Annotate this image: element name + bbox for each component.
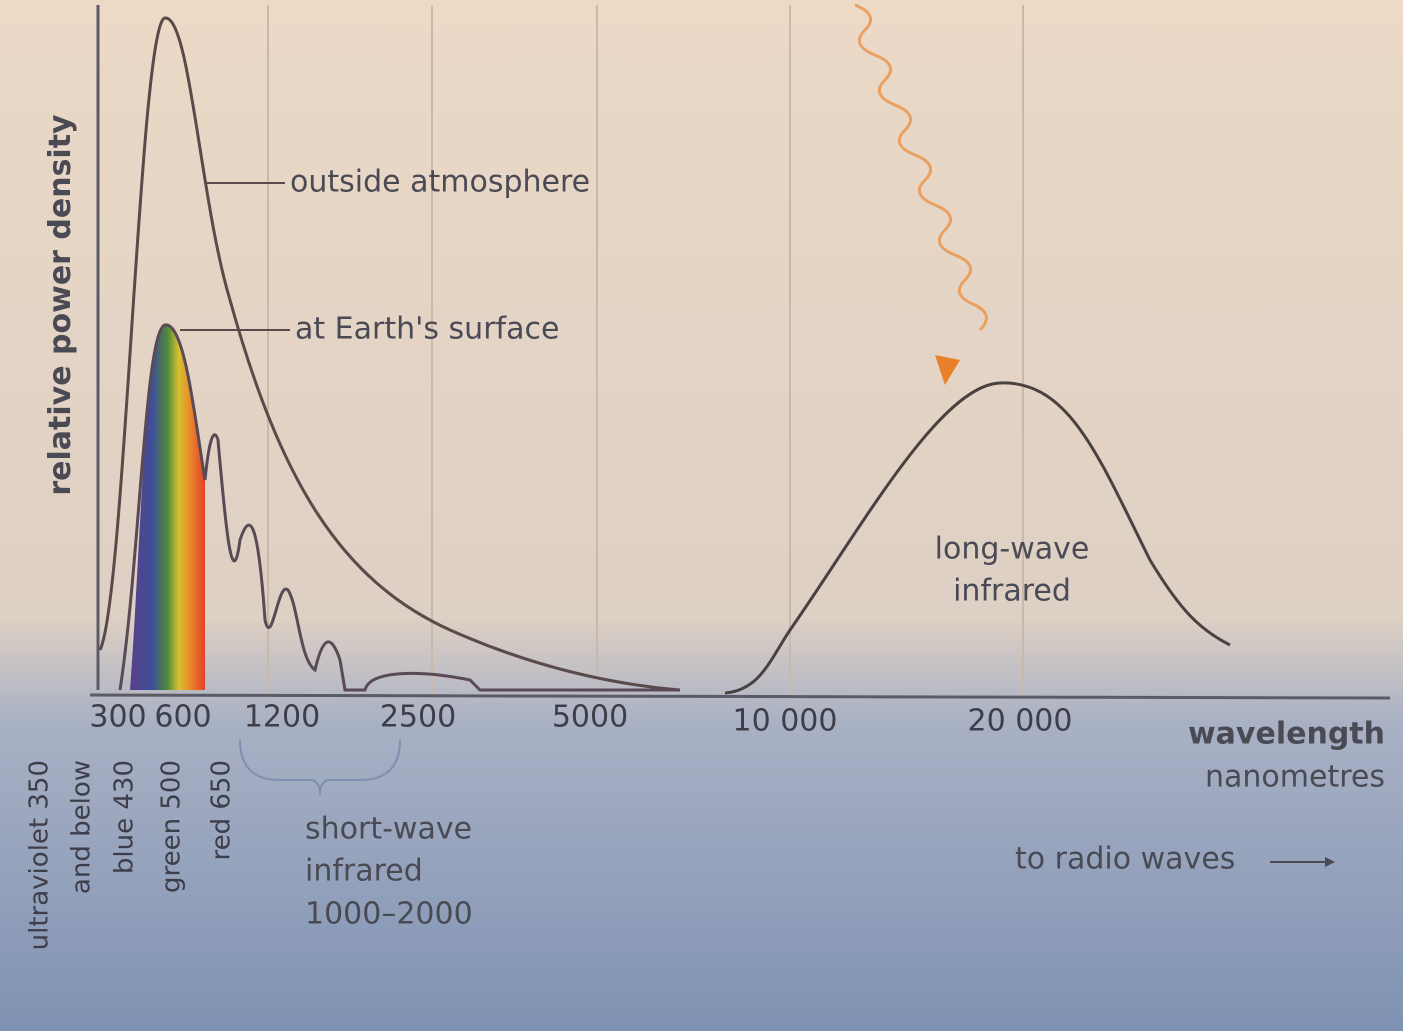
incoming-radiation-arrow [854, 3, 988, 332]
x-tick-label: 10 000 [733, 704, 838, 739]
x-axis-label: wavelength [1188, 717, 1385, 752]
band-label: ultraviolet 350 [25, 760, 55, 950]
x-axis [89, 693, 1391, 700]
band-label: blue 430 [110, 760, 140, 874]
band-label: infrared [305, 854, 423, 889]
y-axis-label: relative power density [43, 114, 78, 496]
band-label: 1000–2000 [305, 897, 473, 932]
x-axis-unit: nanometres [1205, 760, 1385, 795]
x-tick-label: 1200 [244, 700, 320, 735]
curve-label: at Earth's surface [295, 312, 559, 347]
x-tick-label: 2500 [380, 700, 456, 735]
x-tick-label: 300 [89, 700, 146, 735]
arrow-head [935, 355, 960, 385]
shortwave-brace [239, 739, 401, 796]
curve-label: infrared [953, 574, 1071, 609]
outside-atmosphere-curve [98, 16, 681, 692]
curve-label: outside atmosphere [290, 165, 590, 200]
note: to radio waves [1015, 842, 1235, 877]
band-label: red 650 [207, 760, 237, 861]
visible-spectrum [130, 324, 205, 690]
band-label: green 500 [157, 760, 187, 893]
earth-surface-curve [118, 323, 680, 692]
x-tick-label: 5000 [552, 700, 628, 735]
x-tick-label: 20 000 [968, 704, 1073, 739]
arrow-head [1325, 857, 1335, 867]
band-label: short-wave [305, 812, 472, 847]
band-label: and below [67, 760, 97, 894]
longwave-curve [724, 381, 1231, 695]
grid [267, 5, 1024, 695]
x-tick-label: 600 [154, 700, 211, 735]
curve-label: long-wave [935, 532, 1090, 567]
